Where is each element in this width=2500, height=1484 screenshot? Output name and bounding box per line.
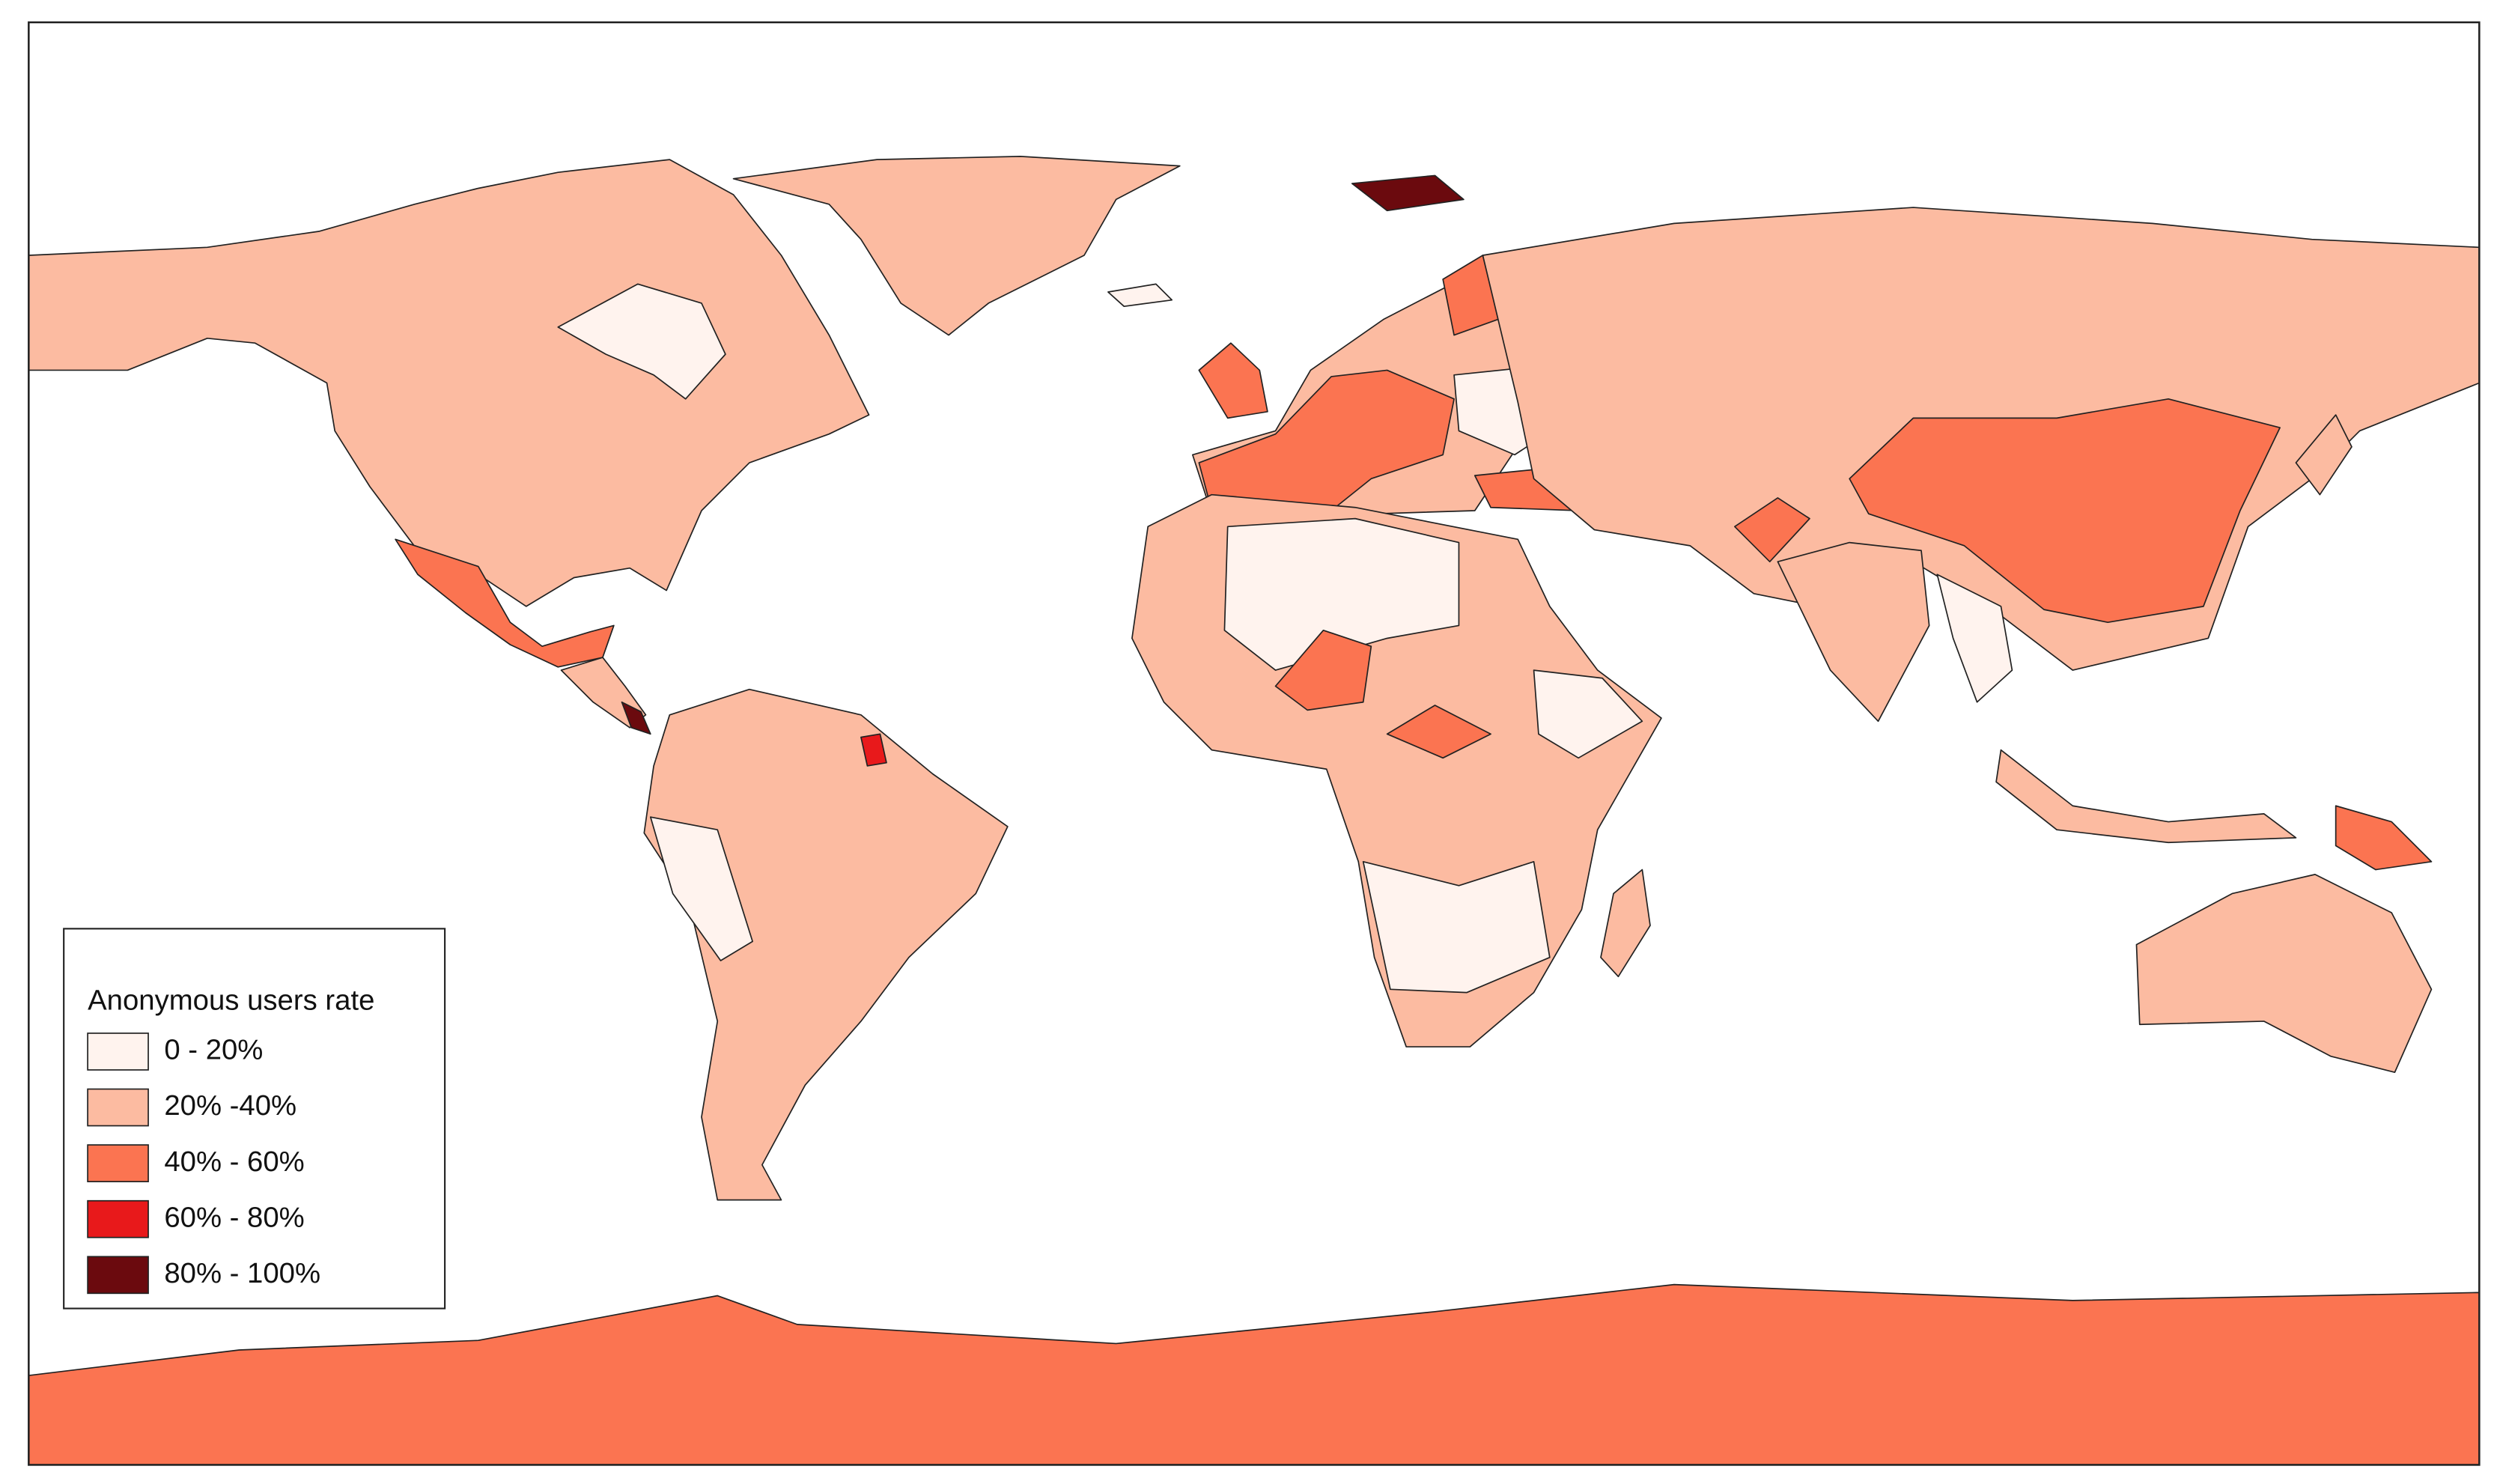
legend-title: Anonymous users rate [88, 984, 374, 1016]
nigeria [1274, 629, 1372, 711]
greenland [732, 156, 1181, 336]
french-guiana [860, 733, 887, 767]
uk [1198, 342, 1268, 419]
legend-label: 60% - 80% [164, 1201, 304, 1233]
japan [2295, 414, 2353, 496]
legend-label: 0 - 20% [164, 1034, 263, 1066]
map-frame [28, 21, 2481, 1466]
papua-new-guinea [2335, 805, 2433, 871]
legend-swatch [87, 1088, 149, 1127]
iceland [1107, 283, 1173, 308]
legend-label: 80% - 100% [164, 1257, 320, 1289]
regions [28, 156, 2481, 1466]
legend-swatch [87, 1144, 149, 1182]
andes-countries [649, 816, 753, 961]
china [1849, 398, 2281, 624]
madagascar [1600, 869, 1651, 978]
costa-rica [621, 701, 651, 735]
australia [2135, 874, 2433, 1074]
india [1777, 541, 1930, 723]
mexico [395, 538, 615, 668]
legend-swatch [87, 1256, 149, 1295]
central-african-republic [1386, 705, 1491, 759]
legend-label: 40% - 60% [164, 1146, 304, 1178]
indonesia [1995, 749, 2297, 844]
afghanistan [1734, 497, 1810, 563]
southern-africa [1362, 860, 1551, 994]
legend-label: 20% -40% [164, 1089, 296, 1122]
legend: Anonymous users rate 0 - 20% 20% -40% 40% … [63, 928, 446, 1310]
legend-swatch [87, 1033, 149, 1071]
legend-swatch [87, 1199, 149, 1238]
east-africa [1533, 669, 1643, 759]
svalbard [1351, 174, 1465, 212]
hudson-bay [557, 283, 726, 400]
sahara [1223, 517, 1460, 671]
north-america [28, 159, 870, 607]
southeast-asia [1936, 574, 2013, 703]
